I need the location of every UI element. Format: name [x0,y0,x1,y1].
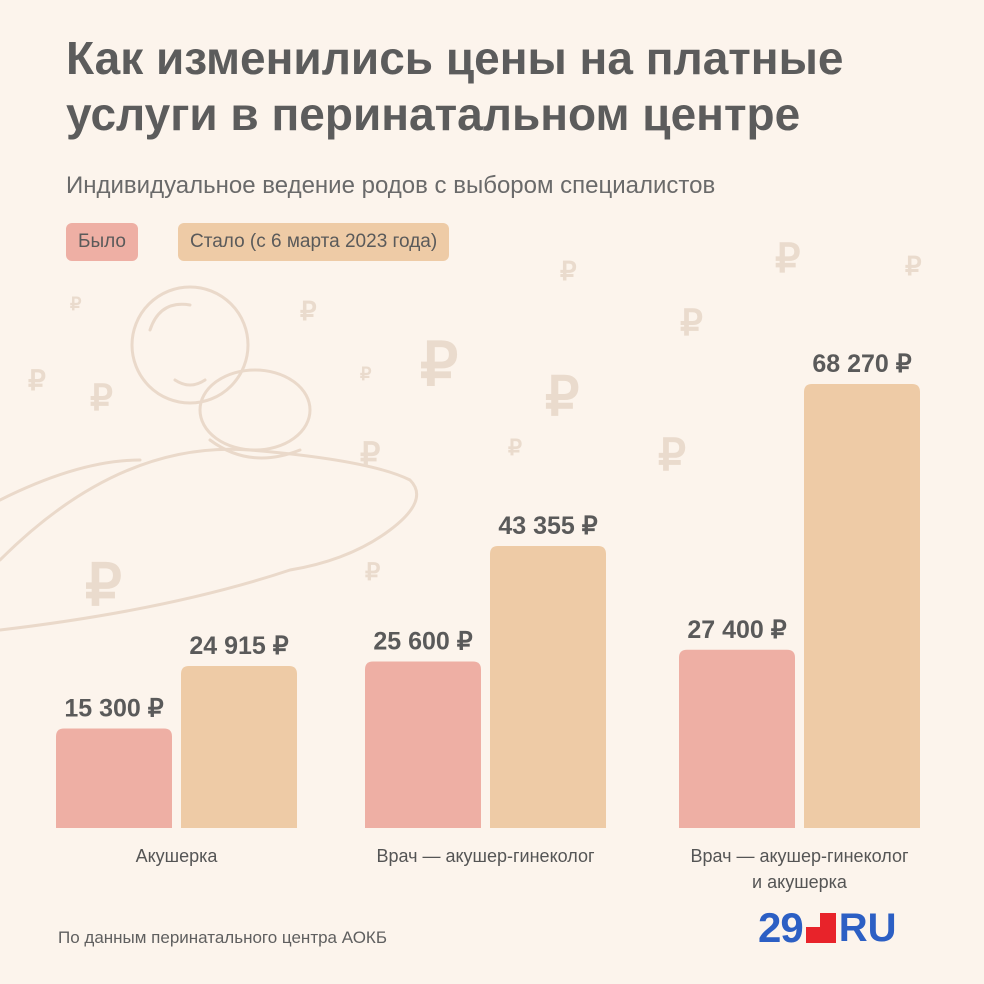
bar-value-label: 25 600 ₽ [373,628,472,656]
brand-square-icon [805,913,836,943]
ruble-icon: ₽ [508,435,522,460]
ruble-icon: ₽ [90,377,113,418]
category-label: и акушерка [752,872,848,892]
ruble-icon: ₽ [360,364,372,384]
ruble-icon: ₽ [28,365,46,396]
ruble-icon: ₽ [420,331,458,398]
ruble-icon: ₽ [300,296,317,326]
bar-value-label: 43 355 ₽ [498,512,597,540]
ruble-icon: ₽ [905,251,922,281]
ruble-icon: ₽ [680,302,703,343]
ruble-icon: ₽ [658,431,686,480]
bar-before [56,728,172,828]
legend-after: Стало (с 6 марта 2023 года) [178,223,450,261]
bar-after [490,546,606,828]
brand-number: 29 [758,904,804,951]
bar-after [181,665,297,828]
ruble-icon: ₽ [775,237,800,281]
chart-subtitle: Индивидуальное ведение родов с выбором с… [66,172,716,199]
category-label: Врач — акушер-гинеколог [690,846,909,866]
bar-value-label: 68 270 ₽ [812,350,911,378]
category-label: Врач — акушер-гинеколог [376,846,595,866]
ruble-sign-icons: ₽ ₽ ₽ ₽ ₽ ₽ ₽ ₽ ₽ ₽ ₽ ₽ ₽ ₽ ₽ ₽ [28,237,922,618]
source-note: По данным перинатального центра АОКБ [58,928,387,947]
bar-before [679,649,795,828]
baby-on-hand-illustration [0,285,419,632]
category-label: Акушерка [136,846,219,866]
brand-logo: 29 RU [758,904,897,951]
ruble-icon: ₽ [85,553,122,618]
bar-value-label: 24 915 ₽ [189,632,288,660]
bar-value-label: 27 400 ₽ [687,616,786,644]
bar-before [365,661,481,828]
bar-after [804,384,920,828]
ruble-icon: ₽ [365,559,380,586]
ruble-icon: ₽ [70,294,82,314]
ruble-icon: ₽ [560,256,577,286]
ruble-icon: ₽ [360,436,380,472]
bar-value-label: 15 300 ₽ [64,694,163,722]
legend-before: Было [66,223,138,261]
ruble-icon: ₽ [545,367,579,427]
chart-title: Как изменились цены на платные услуги в … [66,32,844,140]
brand-suffix: RU [838,905,897,950]
